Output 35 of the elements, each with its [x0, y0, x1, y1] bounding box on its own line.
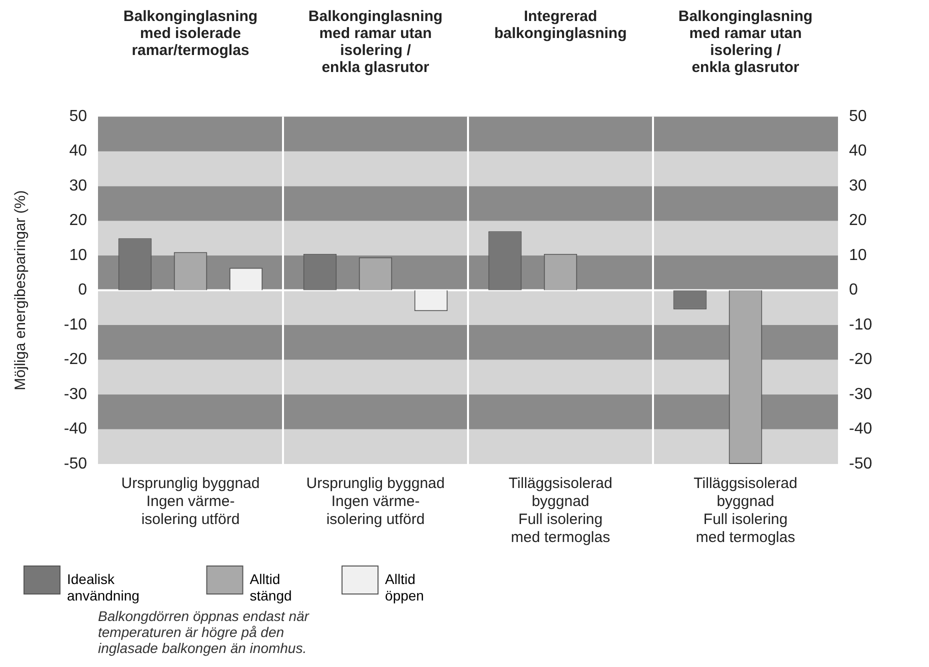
y-tick-label: -10 [64, 316, 88, 334]
x-tick-label: Ursprunglig byggnad Ingen värme- isolering utförd [121, 475, 260, 528]
text: Integrerad balkonginglasning [493, 8, 628, 42]
legend-label: Alltid öppen [385, 570, 424, 604]
y-tick-label: 0 [78, 282, 88, 299]
text: Balkonginglasning med ramar utan isolering / enkla glasrutor [307, 8, 444, 76]
y2-tick-label: -20 [849, 351, 872, 368]
y-tick-label: 10 [69, 246, 88, 264]
y2-tick-label: -50 [849, 455, 872, 472]
y2-tick-label: -10 [849, 316, 872, 334]
x-tick-label: Tilläggsisolerad byggnad Full isolering med termoglas [694, 475, 798, 546]
text: Balkonginglasning med ramar utan isolering / enkla glasrutor [677, 8, 814, 76]
y-tick-label: -40 [64, 420, 88, 438]
y-tick-label: 40 [69, 142, 88, 160]
y2-tick-label: 30 [849, 177, 867, 194]
text: Balkongdörren öppnas endast när temperaturen är högre på den inglasade balkongen än inomhus. [98, 608, 310, 656]
y2-tick-label: 10 [849, 246, 867, 264]
y-tick-label: 20 [69, 212, 88, 230]
y2-tick-label: 50 [849, 108, 867, 126]
y2-tick-label: 20 [849, 212, 867, 230]
y-tick-label: 30 [69, 177, 88, 194]
y-tick-label: -50 [64, 455, 88, 472]
y2-tick-label: 40 [849, 142, 867, 160]
legend-label: Alltid stängd [250, 570, 292, 604]
y2-tick-label: -30 [849, 386, 872, 403]
x-tick-label: Ursprunglig byggnad Ingen värme- isolering utförd [306, 475, 445, 528]
y-tick-label: -30 [64, 386, 88, 403]
y-tick-label: -20 [64, 351, 88, 368]
y-axis-title: Möjliga energibesparingar (%) [12, 190, 30, 390]
text: Balkonginglasning med isolerade ramar/termoglas [122, 8, 259, 59]
y2-tick-label: -40 [849, 420, 872, 438]
y2-tick-label: 0 [849, 282, 858, 299]
legend-label: Idealisk användning [67, 570, 140, 604]
x-tick-label: Tilläggsisolerad byggnad Full isolering med termoglas [508, 475, 612, 546]
y-tick-label: 50 [69, 108, 88, 126]
